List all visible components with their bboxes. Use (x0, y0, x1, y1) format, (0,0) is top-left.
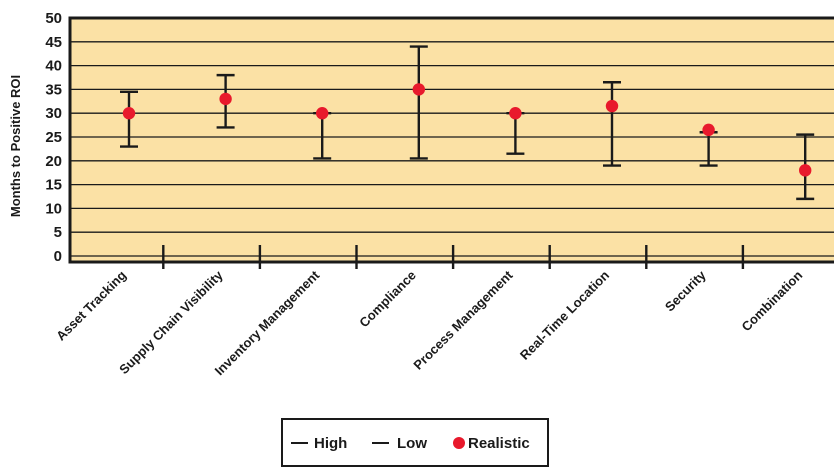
y-tick-label: 20 (45, 153, 62, 170)
range-group (796, 133, 815, 201)
realistic-point (605, 99, 619, 113)
category-label: Compliance (356, 268, 419, 331)
legend-box (281, 418, 549, 467)
legend-realistic-icon (453, 437, 465, 449)
category-label: Real-Time Location (517, 267, 612, 362)
realistic-point (412, 83, 425, 96)
y-tick-label: 15 (45, 177, 62, 194)
category-label: Security (662, 267, 709, 314)
legend-low-label: Low (397, 435, 427, 452)
realistic-point (799, 164, 812, 177)
x-axis-ticks (162, 245, 745, 269)
y-axis-title: Months to Positive ROI (8, 75, 23, 217)
realistic-point (702, 123, 715, 137)
range-group (409, 45, 428, 160)
range-group (699, 123, 718, 167)
y-tick-label: 25 (45, 129, 62, 146)
realistic-point (122, 107, 136, 120)
category-label: Asset Tracking (53, 267, 129, 343)
range-group (120, 90, 138, 148)
category-label: Supply Chain Visibility (116, 267, 226, 377)
y-tick-label: 30 (45, 105, 62, 122)
legend-realistic-label: Realistic (468, 435, 530, 452)
range-group (506, 107, 525, 155)
y-axis-ticks: 0 5 10 15 20 25 30 35 40 45 50 (45, 10, 62, 265)
y-tick-label: 10 (45, 200, 62, 217)
range-group (216, 73, 235, 129)
y-tick-label: 35 (45, 81, 62, 98)
legend-high-label: High (314, 435, 347, 452)
y-tick-label: 40 (45, 58, 62, 75)
realistic-point (219, 92, 232, 106)
legend: High Low Realistic (281, 418, 549, 467)
category-label: Inventory Management (212, 267, 323, 378)
y-tick-label: 50 (45, 10, 62, 27)
range-group (603, 81, 621, 167)
y-tick-label: 45 (45, 34, 62, 51)
range-group (313, 107, 332, 160)
plot-area (70, 18, 834, 262)
category-label: Combination (739, 267, 806, 334)
y-tick-label: 5 (54, 224, 62, 241)
realistic-point (316, 107, 329, 120)
y-tick-label: 0 (54, 248, 62, 265)
category-label: Process Management (410, 267, 516, 373)
gridlines (70, 41, 834, 257)
data-series (120, 45, 815, 201)
realistic-point (509, 107, 522, 120)
